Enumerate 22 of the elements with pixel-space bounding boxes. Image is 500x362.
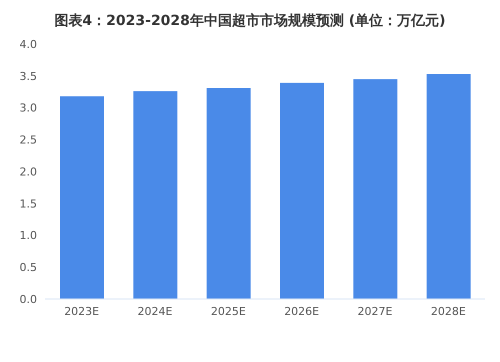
y-tick-label: 1.0 [20,229,37,242]
y-tick-label: 2.0 [20,165,37,178]
bar [60,96,104,299]
x-tick-label: 2028E [430,304,466,318]
bar [133,91,178,299]
bar [206,88,251,299]
bar [353,79,398,299]
y-tick-label: 2.5 [20,134,37,147]
chart-title: 图表4：2023-2028年中国超市市场规模预测 (单位：万亿元) [53,12,447,31]
x-tick-label: 2024E [138,304,173,318]
y-tick-label: 0.0 [20,292,37,306]
bar [426,74,471,299]
y-tick-label: 3.5 [20,70,37,83]
y-tick-label: 3.0 [20,102,37,115]
bar [280,82,324,299]
x-tick-label: 2027E [358,304,393,318]
x-tick-label: 2026E [284,304,320,318]
x-tick-label: 2023E [64,304,100,318]
x-tick-label: 2025E [210,304,246,318]
y-tick-label: 1.5 [20,197,37,210]
y-tick-label: 4.0 [20,38,37,51]
y-tick-label: 0.5 [20,261,37,274]
